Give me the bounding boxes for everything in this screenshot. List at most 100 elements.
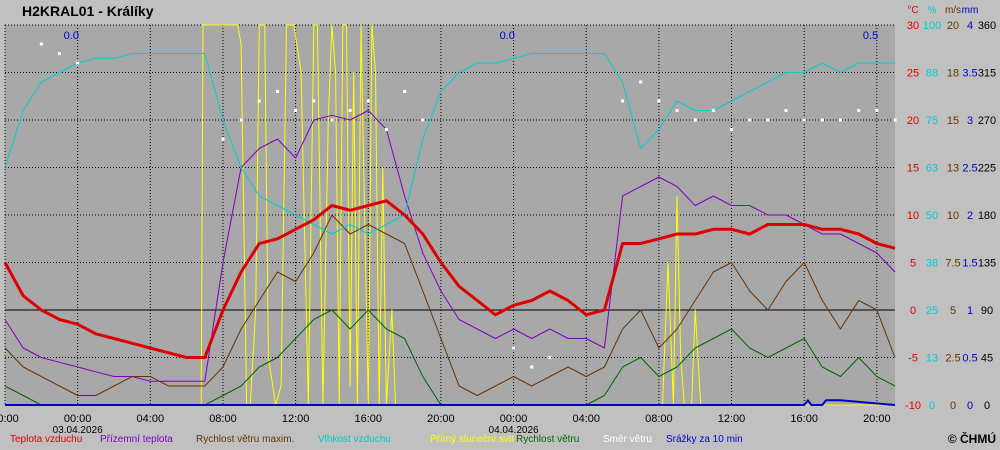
y-tick-label: 45 (981, 353, 993, 365)
y-tick-label: 63 (926, 163, 938, 175)
y-tick-label: 0.5 (962, 353, 977, 365)
wind-direction-point (748, 118, 752, 122)
y-tick-label: 20 (907, 115, 919, 127)
axis-units: °C% m/s mm (907, 5, 978, 16)
y-tick-label: 10 (947, 210, 959, 222)
x-tick-label: 20:00 (863, 413, 891, 425)
date-label: 04.04.2026 (489, 425, 539, 436)
x-tick-label: 20:00 (0, 413, 19, 425)
series-line-1 (4, 110, 896, 382)
wind-direction-point (257, 99, 261, 103)
legend-item: Srážky za 10 min (666, 434, 743, 445)
wind-direction-point (711, 109, 715, 112)
y-tick-label: 88 (926, 68, 938, 80)
y-tick-label: 13 (926, 353, 938, 365)
wind-direction-point (675, 109, 679, 112)
legend-item: Přímý sluneční svit (430, 434, 514, 445)
y-tick-label: 50 (926, 210, 938, 222)
y-tick-label: 38 (926, 258, 938, 270)
y-tick-label: 0 (967, 400, 973, 412)
sunshine-label: 0.0 (500, 30, 515, 42)
y-tick-label: -5 (908, 353, 918, 365)
y-tick-label: 2.5 (945, 353, 960, 365)
y-tick-label: 13 (947, 163, 959, 175)
y-tick-label: 360 (978, 20, 996, 32)
wind-direction-point (57, 52, 61, 55)
wind-direction-point (39, 42, 43, 46)
wind-direction-point (366, 99, 370, 103)
axis-unit: °C (907, 5, 918, 16)
wind-direction-point (784, 109, 788, 112)
wind-direction-point (548, 356, 552, 359)
x-tick-label: 12:00 (282, 413, 310, 425)
wind-direction-point (76, 61, 80, 65)
wind-direction-point (348, 109, 352, 112)
wind-direction-point (693, 118, 697, 122)
wind-direction-point (530, 365, 534, 369)
wind-direction-point (639, 80, 643, 84)
wind-direction-point (330, 118, 334, 122)
legend-item: Rychlost větru maxim. (196, 434, 295, 445)
series-line-7 (5, 399, 896, 406)
sunshine-label: 0.5 (863, 30, 878, 42)
wind-direction-point (730, 128, 734, 131)
y-tick-label: 4 (967, 20, 973, 32)
y-tick-label: 225 (978, 163, 996, 175)
x-tick-label: 08:00 (645, 413, 673, 425)
legend: Teplota vzduchu Přízemní teplota Rychlost … (0, 434, 1000, 450)
wind-direction-point (857, 109, 861, 112)
y-tick-label: 0 (984, 400, 990, 412)
y-tick-label: 0 (910, 305, 916, 317)
y-tick-label: -10 (905, 400, 921, 412)
date-label: 03.04.2026 (53, 425, 103, 436)
x-tick-label: 00:00 (500, 413, 528, 425)
wind-direction-point (421, 118, 425, 122)
y-tick-label: 3.5 (962, 68, 977, 80)
wind-direction-point (766, 118, 770, 122)
x-tick-label: 12:00 (718, 413, 746, 425)
wind-direction-point (294, 109, 298, 112)
series-line-4 (5, 24, 895, 406)
legend-item: Vlhkost vzduchu (318, 434, 391, 445)
legend-item: Směr větru (603, 434, 652, 445)
x-tick-label: 04:00 (572, 413, 600, 425)
y-tick-label: 1.5 (962, 258, 977, 270)
wind-direction-point (820, 118, 824, 122)
y-tick-label: 15 (907, 163, 919, 175)
wind-direction-point (893, 118, 897, 122)
y-tick-label: 90 (981, 305, 993, 317)
axis-unit: mm (962, 5, 979, 16)
y-tick-label: 2 (967, 210, 973, 222)
y-tick-label: 15 (947, 115, 959, 127)
y-tick-label: 1 (967, 305, 973, 317)
y-tick-label: 0 (929, 400, 935, 412)
axis-unit: m/s (945, 5, 961, 16)
wind-direction-point (657, 99, 661, 103)
wind-direction-point (403, 90, 407, 93)
wind-direction-point (312, 99, 316, 103)
legend-item: Rychlost větru (516, 434, 580, 445)
legend-item: Teplota vzduchu (10, 434, 83, 445)
y-ticks: 302520151050-5-1010088756350382513020181… (905, 20, 996, 412)
wind-direction-point (875, 109, 879, 112)
y-tick-label: 135 (978, 258, 996, 270)
y-tick-label: 25 (926, 305, 938, 317)
x-tick-label: 08:00 (209, 413, 237, 425)
y-tick-label: 0 (950, 400, 956, 412)
x-tick-label: 16:00 (354, 413, 382, 425)
wind-direction-point (512, 346, 516, 350)
x-tick-label: 16:00 (790, 413, 818, 425)
y-tick-label: 75 (926, 115, 938, 127)
x-tick-label: 20:00 (427, 413, 455, 425)
grid (4, 24, 895, 406)
y-tick-label: 5 (910, 258, 916, 270)
y-tick-label: 270 (978, 115, 996, 127)
station-title: H2KRAL01 - Králíky (22, 3, 154, 19)
legend-item: Přízemní teplota (100, 434, 173, 445)
y-tick-label: 2.5 (962, 163, 977, 175)
sunshine-label: 0.0 (64, 30, 79, 42)
series-group (3, 24, 897, 406)
x-tick-label: 00:00 (64, 413, 92, 425)
y-tick-label: 5 (950, 305, 956, 317)
